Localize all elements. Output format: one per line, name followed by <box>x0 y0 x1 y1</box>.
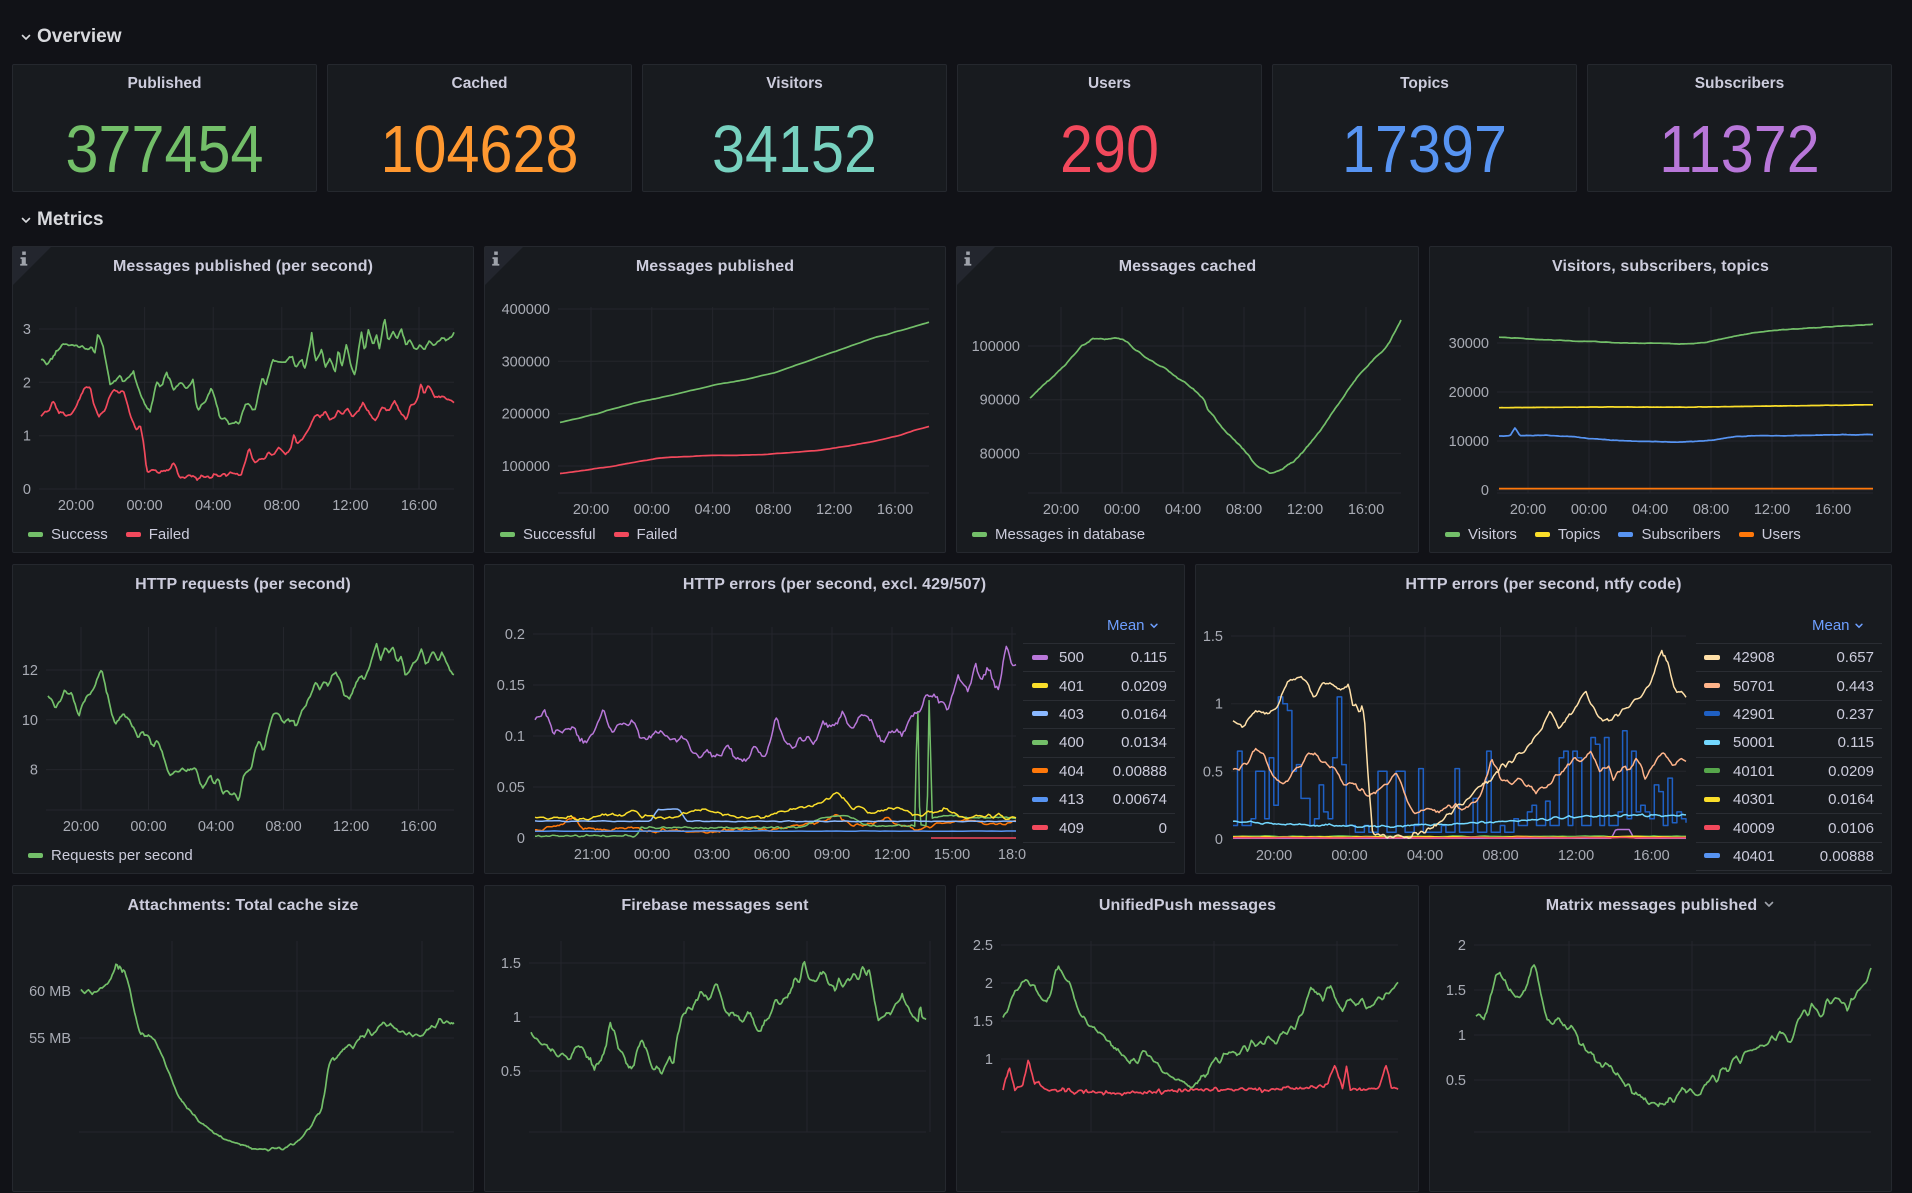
svg-text:20:00: 20:00 <box>573 502 609 518</box>
svg-text:15:00: 15:00 <box>934 847 970 863</box>
svg-text:16:00: 16:00 <box>877 502 913 518</box>
svg-text:10000: 10000 <box>1449 434 1489 450</box>
svg-text:100000: 100000 <box>972 339 1020 355</box>
svg-text:04:00: 04:00 <box>195 498 231 514</box>
svg-text:12:00: 12:00 <box>816 502 852 518</box>
svg-text:0: 0 <box>23 482 31 498</box>
svg-text:08:00: 08:00 <box>264 498 300 514</box>
svg-text:16:00: 16:00 <box>400 819 436 835</box>
svg-text:16:00: 16:00 <box>1348 502 1384 518</box>
svg-text:200000: 200000 <box>502 407 550 423</box>
svg-text:08:00: 08:00 <box>755 502 791 518</box>
svg-text:12:00: 12:00 <box>1558 848 1594 864</box>
svg-text:09:00: 09:00 <box>814 847 850 863</box>
svg-text:16:00: 16:00 <box>1815 502 1851 518</box>
svg-text:90000: 90000 <box>980 393 1020 409</box>
svg-text:1.5: 1.5 <box>1203 629 1223 645</box>
svg-text:0: 0 <box>517 831 525 847</box>
svg-text:1: 1 <box>985 1052 993 1068</box>
svg-text:1.5: 1.5 <box>973 1014 993 1030</box>
svg-text:0.5: 0.5 <box>1446 1073 1466 1089</box>
svg-text:20:00: 20:00 <box>58 498 94 514</box>
svg-text:12:00: 12:00 <box>1287 502 1323 518</box>
svg-text:00:00: 00:00 <box>130 819 166 835</box>
svg-text:1: 1 <box>513 1010 521 1026</box>
svg-text:00:00: 00:00 <box>1331 848 1367 864</box>
svg-text:20:00: 20:00 <box>1510 502 1546 518</box>
svg-text:8: 8 <box>30 763 38 779</box>
svg-text:00:00: 00:00 <box>634 847 670 863</box>
svg-text:20:00: 20:00 <box>63 819 99 835</box>
svg-text:18:0: 18:0 <box>998 847 1026 863</box>
svg-text:16:00: 16:00 <box>401 498 437 514</box>
svg-text:0.5: 0.5 <box>501 1064 521 1080</box>
svg-text:400000: 400000 <box>502 302 550 318</box>
svg-text:12: 12 <box>22 663 38 679</box>
svg-text:0.05: 0.05 <box>497 780 525 796</box>
svg-text:00:00: 00:00 <box>1571 502 1607 518</box>
svg-text:12:00: 12:00 <box>332 498 368 514</box>
svg-text:55 MB: 55 MB <box>29 1031 71 1047</box>
svg-text:1: 1 <box>1458 1028 1466 1044</box>
svg-text:2: 2 <box>1458 938 1466 954</box>
svg-text:10: 10 <box>22 713 38 729</box>
svg-text:80000: 80000 <box>980 446 1020 462</box>
svg-text:20:00: 20:00 <box>1043 502 1079 518</box>
svg-text:1: 1 <box>1215 697 1223 713</box>
svg-text:08:00: 08:00 <box>265 819 301 835</box>
svg-text:00:00: 00:00 <box>634 502 670 518</box>
svg-text:3: 3 <box>23 322 31 338</box>
svg-text:04:00: 04:00 <box>694 502 730 518</box>
svg-text:1.5: 1.5 <box>501 956 521 972</box>
svg-text:1.5: 1.5 <box>1446 983 1466 999</box>
svg-text:0.1: 0.1 <box>505 729 525 745</box>
svg-text:12:00: 12:00 <box>333 819 369 835</box>
svg-text:0.2: 0.2 <box>505 627 525 643</box>
svg-text:0.15: 0.15 <box>497 678 525 694</box>
svg-text:300000: 300000 <box>502 354 550 370</box>
svg-text:1: 1 <box>23 429 31 445</box>
svg-text:100000: 100000 <box>502 459 550 475</box>
svg-text:2: 2 <box>985 976 993 992</box>
svg-text:20:00: 20:00 <box>1256 848 1292 864</box>
svg-text:0: 0 <box>1215 832 1223 848</box>
svg-text:60 MB: 60 MB <box>29 984 71 1000</box>
svg-text:04:00: 04:00 <box>1407 848 1443 864</box>
svg-text:08:00: 08:00 <box>1693 502 1729 518</box>
svg-text:06:00: 06:00 <box>754 847 790 863</box>
svg-text:20000: 20000 <box>1449 385 1489 401</box>
svg-text:00:00: 00:00 <box>1104 502 1140 518</box>
svg-text:0.5: 0.5 <box>1203 764 1223 780</box>
svg-text:12:00: 12:00 <box>874 847 910 863</box>
svg-text:04:00: 04:00 <box>1632 502 1668 518</box>
svg-text:21:00: 21:00 <box>574 847 610 863</box>
svg-text:2.5: 2.5 <box>973 938 993 954</box>
svg-text:0: 0 <box>1481 483 1489 499</box>
svg-text:03:00: 03:00 <box>694 847 730 863</box>
svg-text:12:00: 12:00 <box>1754 502 1790 518</box>
svg-text:08:00: 08:00 <box>1226 502 1262 518</box>
svg-text:2: 2 <box>23 375 31 391</box>
svg-text:30000: 30000 <box>1449 336 1489 352</box>
svg-text:04:00: 04:00 <box>198 819 234 835</box>
svg-text:04:00: 04:00 <box>1165 502 1201 518</box>
svg-text:16:00: 16:00 <box>1633 848 1669 864</box>
svg-text:00:00: 00:00 <box>126 498 162 514</box>
svg-text:08:00: 08:00 <box>1482 848 1518 864</box>
